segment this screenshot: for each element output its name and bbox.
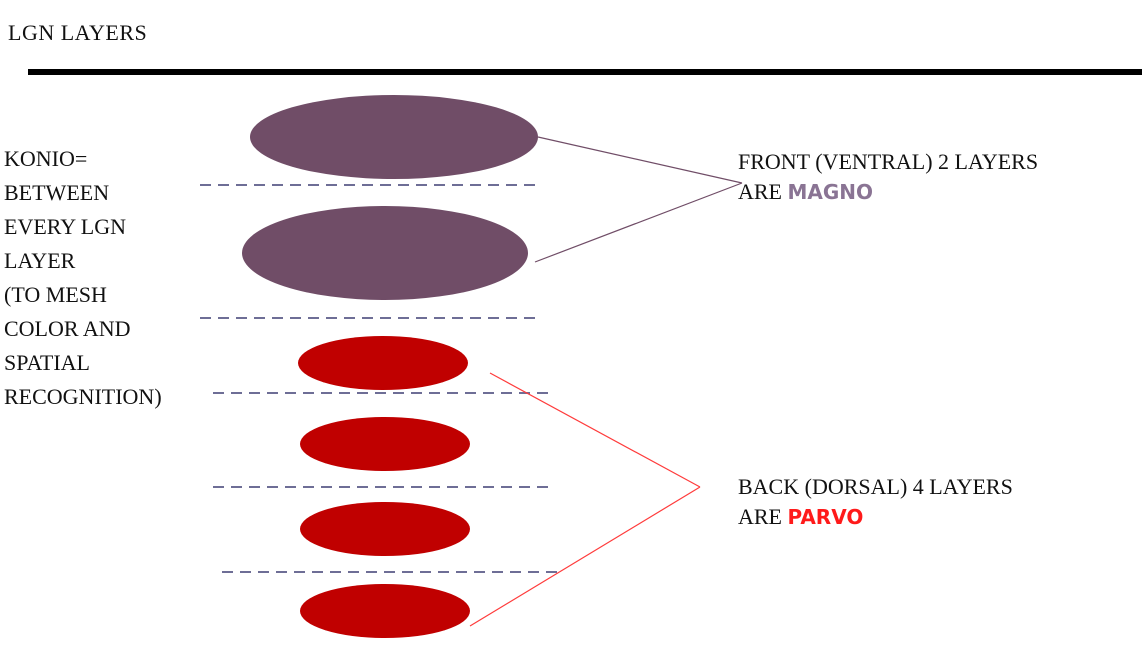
parvo-connector <box>489 372 701 488</box>
parvo-highlight: PARVO <box>787 505 864 529</box>
magno-label-prefix: ARE <box>738 179 788 204</box>
magno-label-line2: ARE MAGNO <box>738 177 1038 207</box>
konio-line: KONIO= <box>4 146 88 171</box>
parvo-layer <box>298 336 468 390</box>
konio-line: LAYER <box>4 248 76 273</box>
magno-label: FRONT (VENTRAL) 2 LAYERS ARE MAGNO <box>738 147 1038 207</box>
parvo-layer <box>300 417 470 471</box>
parvo-connector <box>469 486 701 627</box>
parvo-layer <box>300 502 470 556</box>
konio-line: EVERY LGN <box>4 214 127 239</box>
magno-connector <box>537 136 743 184</box>
parvo-label-line2: ARE PARVO <box>738 502 1013 532</box>
page-title: LGN LAYERS <box>8 20 148 45</box>
parvo-label-prefix: ARE <box>738 504 788 529</box>
konio-line: RECOGNITION) <box>4 384 162 409</box>
magno-connector <box>534 182 743 263</box>
konio-line: (TO MESH <box>4 282 107 307</box>
parvo-layer <box>300 584 470 638</box>
konio-line: COLOR AND <box>4 316 131 341</box>
parvo-label-line1: BACK (DORSAL) 4 LAYERS <box>738 474 1013 499</box>
magno-layer <box>250 95 538 179</box>
konio-description: KONIO= BETWEEN EVERY LGN LAYER (TO MESH … <box>4 142 224 414</box>
parvo-label: BACK (DORSAL) 4 LAYERS ARE PARVO <box>738 472 1013 532</box>
title-divider <box>28 69 1142 75</box>
magno-label-line1: FRONT (VENTRAL) 2 LAYERS <box>738 149 1039 174</box>
magno-layer <box>242 206 528 300</box>
konio-line: BETWEEN <box>4 180 110 205</box>
konio-line: SPATIAL <box>4 350 90 375</box>
magno-highlight: MAGNO <box>787 180 874 204</box>
